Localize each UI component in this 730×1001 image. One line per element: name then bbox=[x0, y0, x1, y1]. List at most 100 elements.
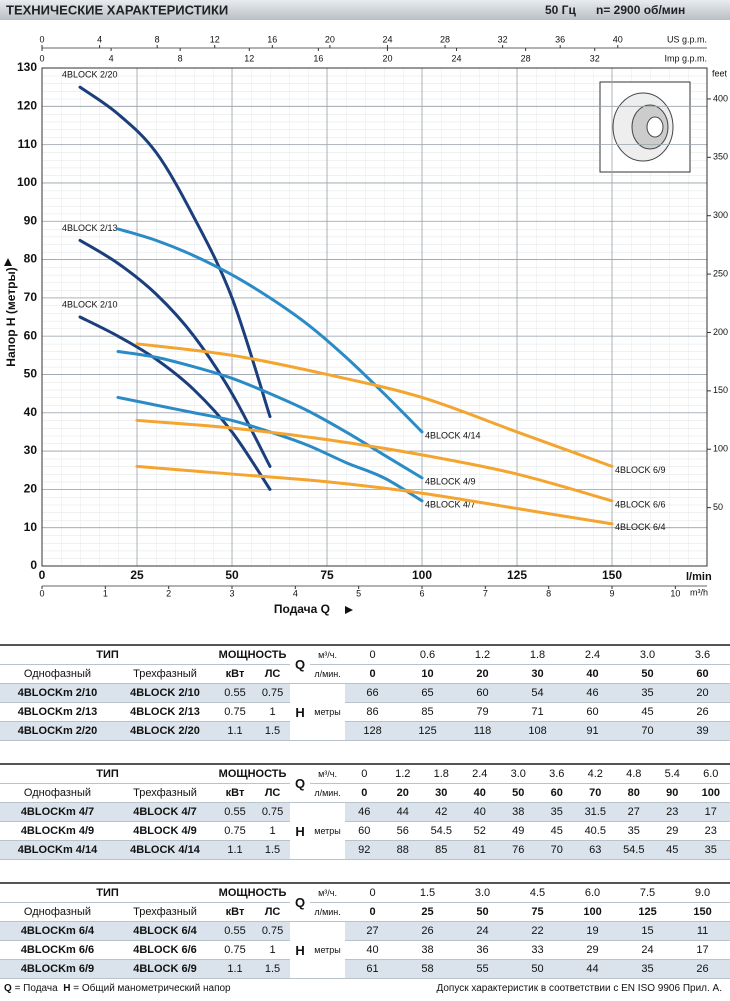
flow-m3h: 1.2 bbox=[455, 644, 511, 665]
model-three: 4BLOCK 6/4 bbox=[115, 921, 216, 941]
head-value: 49 bbox=[499, 821, 538, 841]
x-tick-label: 125 bbox=[507, 568, 527, 582]
head-value: 27 bbox=[345, 921, 401, 941]
x-tick-label: 25 bbox=[130, 568, 144, 582]
curve bbox=[116, 227, 424, 434]
footer-q: Q bbox=[4, 983, 12, 994]
flow-m3h: 4.2 bbox=[576, 763, 615, 784]
head-value: 70 bbox=[537, 840, 577, 860]
x-imp-tick-label: 24 bbox=[452, 53, 462, 63]
model-single: 4BLOCKm 6/9 bbox=[0, 959, 115, 979]
power-header: МОЩНОСТЬ bbox=[215, 882, 291, 903]
model-three: 4BLOCK 2/10 bbox=[115, 683, 216, 703]
y-axis-label: Напор H (метры) bbox=[4, 267, 18, 366]
power-header: МОЩНОСТЬ bbox=[215, 644, 291, 665]
power-hp: 1 bbox=[255, 702, 291, 722]
x-unit: l/min bbox=[686, 571, 712, 583]
table-row: 4BLOCKm 2/13 4BLOCK 2/13 0.75 1 86 85 79 71 60 45… bbox=[0, 702, 730, 722]
x-m3h-tick-label: 6 bbox=[419, 588, 424, 598]
head-value: 27 bbox=[614, 802, 654, 822]
curve bbox=[116, 349, 424, 480]
flow-lmin: 75 bbox=[510, 902, 566, 922]
head-value: 79 bbox=[455, 702, 511, 722]
flow-m3h: 3.6 bbox=[537, 763, 577, 784]
single-phase-header: Однофазный bbox=[0, 664, 115, 684]
x-us-tick-label: 20 bbox=[325, 34, 335, 44]
head-value: 40 bbox=[345, 940, 401, 960]
flow-m3h: 2.4 bbox=[565, 644, 621, 665]
y-tick-label: 60 bbox=[24, 328, 38, 342]
x-imp-tick-label: 32 bbox=[590, 53, 600, 63]
curve-label: 4BLOCK 2/13 bbox=[62, 223, 118, 233]
head-value: 86 bbox=[345, 702, 401, 722]
model-single: 4BLOCKm 4/14 bbox=[0, 840, 115, 860]
unit-lmin: л/мин. bbox=[310, 783, 346, 803]
flow-lmin: 125 bbox=[620, 902, 676, 922]
head-value: 29 bbox=[565, 940, 621, 960]
head-value: 52 bbox=[460, 821, 500, 841]
flow-lmin: 40 bbox=[460, 783, 500, 803]
x-us-tick-label: 12 bbox=[210, 34, 220, 44]
flow-lmin: 100 bbox=[691, 783, 730, 803]
flow-m3h: 1.8 bbox=[422, 763, 461, 784]
model-single: 4BLOCKm 4/7 bbox=[0, 802, 115, 822]
x-tick-label: 150 bbox=[602, 568, 622, 582]
y-tick-label: 110 bbox=[18, 137, 38, 151]
table-row: 4BLOCKm 6/6 4BLOCK 6/6 0.75 1 40 38 36 33 29 24 17 bbox=[0, 940, 730, 960]
q-header: Q bbox=[290, 644, 311, 684]
y-tick-label: 10 bbox=[24, 520, 38, 534]
flow-lmin: 70 bbox=[576, 783, 615, 803]
single-phase-header: Однофазный bbox=[0, 902, 115, 922]
head-value: 55 bbox=[455, 959, 511, 979]
flow-lmin: 50 bbox=[455, 902, 511, 922]
model-single: 4BLOCKm 4/9 bbox=[0, 821, 115, 841]
y2-tick-label: 400 bbox=[713, 93, 728, 103]
power-kw: 0.55 bbox=[215, 802, 256, 822]
table-row: Однофазный Трехфазный кВт ЛС л/мин. 0 10 20 30 40… bbox=[0, 664, 730, 684]
model-single: 4BLOCKm 2/20 bbox=[0, 721, 115, 741]
power-hp: 1 bbox=[255, 821, 291, 841]
head-value: 128 bbox=[345, 721, 401, 741]
power-kw: 1.1 bbox=[215, 959, 256, 979]
y-tick-label: 50 bbox=[24, 367, 38, 381]
footer-h-text: = Общий манометрический напор bbox=[73, 983, 231, 994]
power-kw: 0.55 bbox=[215, 921, 256, 941]
x-m3h-tick-label: 10 bbox=[670, 588, 680, 598]
y2-tick-label: 200 bbox=[713, 327, 728, 337]
x-m3h-tick-label: 2 bbox=[166, 588, 171, 598]
flow-m3h: 0 bbox=[345, 882, 401, 903]
model-single: 4BLOCKm 2/13 bbox=[0, 702, 115, 722]
x-m3h-tick-label: 7 bbox=[483, 588, 488, 598]
type-header: ТИП bbox=[0, 882, 216, 903]
flow-m3h: 0.6 bbox=[400, 644, 456, 665]
x-imp-tick-label: 12 bbox=[244, 53, 254, 63]
head-value: 35 bbox=[620, 683, 676, 703]
x-imp-tick-label: 8 bbox=[178, 53, 183, 63]
x-us-tick-label: 36 bbox=[555, 34, 565, 44]
curve-label: 4BLOCK 6/4 bbox=[615, 522, 666, 532]
model-single: 4BLOCKm 2/10 bbox=[0, 683, 115, 703]
head-value: 63 bbox=[576, 840, 615, 860]
head-value: 50 bbox=[510, 959, 566, 979]
head-value: 54.5 bbox=[614, 840, 654, 860]
x-unit-imp: Imp g.p.m. bbox=[664, 53, 707, 63]
flow-m3h: 3.0 bbox=[620, 644, 676, 665]
flow-lmin: 25 bbox=[400, 902, 456, 922]
unit-meters: метры bbox=[310, 802, 346, 860]
model-single: 4BLOCKm 6/4 bbox=[0, 921, 115, 941]
flow-lmin: 40 bbox=[565, 664, 621, 684]
y-tick-label: 90 bbox=[24, 213, 38, 227]
head-value: 22 bbox=[510, 921, 566, 941]
x-tick-label: 50 bbox=[225, 568, 239, 582]
flow-lmin: 80 bbox=[614, 783, 654, 803]
head-value: 56 bbox=[383, 821, 423, 841]
flow-lmin: 20 bbox=[383, 783, 423, 803]
head-value: 23 bbox=[653, 802, 692, 822]
x-imp-tick-label: 20 bbox=[382, 53, 392, 63]
header-title: ТЕХНИЧЕСКИЕ ХАРАКТЕРИСТИКИ bbox=[6, 2, 228, 17]
y-tick-label: 20 bbox=[24, 482, 38, 496]
head-value: 26 bbox=[675, 959, 730, 979]
y2-tick-label: 150 bbox=[713, 385, 728, 395]
head-value: 71 bbox=[510, 702, 566, 722]
